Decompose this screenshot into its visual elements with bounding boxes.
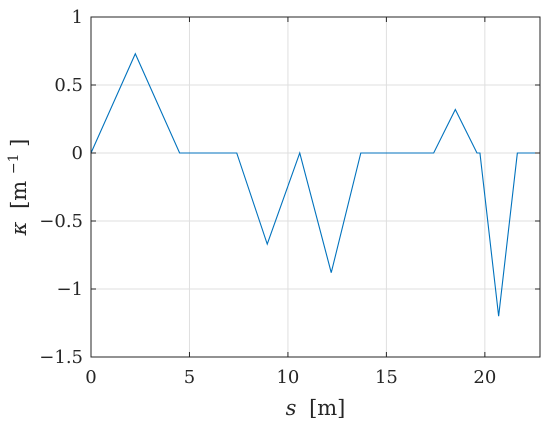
- y-tick-label: 0: [72, 143, 83, 164]
- series-layer: [90, 52, 540, 317]
- x-tick-label: 15: [375, 367, 398, 388]
- y-tick-label: 0.5: [54, 75, 83, 96]
- series-line: [90, 52, 540, 317]
- x-axis-unit: [m]: [309, 396, 345, 420]
- y-axis-unit: [m: [7, 181, 31, 209]
- plot-background: [91, 17, 540, 357]
- y-tick-label: −0.5: [39, 211, 83, 232]
- y-axis-unit-close: ]: [7, 139, 31, 147]
- x-tick-label: 0: [85, 367, 96, 388]
- y-axis-unit-exponent: −1: [6, 153, 22, 174]
- ticks: [90, 16, 540, 358]
- tick-labels: 0 5 10 15 20 −1.5 −1 −0.5 0 0.5 1: [39, 7, 496, 388]
- y-axis-symbol: κ: [7, 221, 31, 236]
- y-axis-label: κ [m −1 ]: [0, 139, 31, 237]
- x-axis-symbol: s: [286, 396, 297, 420]
- x-axis-label: s [m]: [286, 396, 346, 420]
- x-tick-label: 5: [184, 367, 195, 388]
- y-tick-label: 1: [72, 7, 83, 28]
- y-tick-label: −1: [56, 279, 83, 300]
- plot-frame: [90, 16, 541, 358]
- x-tick-label: 10: [276, 367, 299, 388]
- y-tick-label: −1.5: [39, 347, 83, 368]
- x-tick-label: 20: [473, 367, 496, 388]
